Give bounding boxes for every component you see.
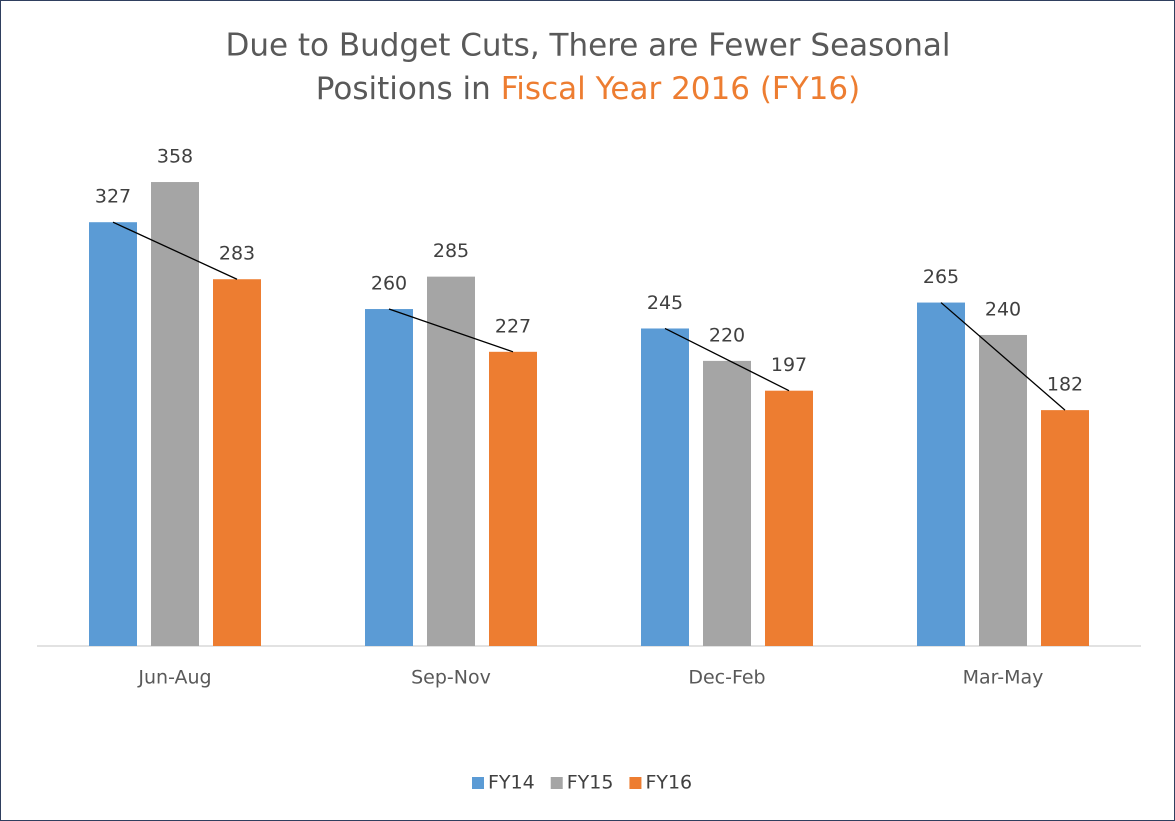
data-label: 197	[771, 354, 807, 376]
bar	[703, 360, 751, 646]
bar	[489, 351, 537, 646]
bar	[979, 334, 1027, 646]
x-tick-label: Dec-Feb	[688, 667, 765, 689]
data-label: 240	[985, 298, 1021, 320]
legend-swatch	[550, 777, 563, 789]
bar	[641, 328, 689, 646]
data-label: 182	[1047, 374, 1083, 396]
trend-line	[664, 327, 790, 392]
x-tick-label: Mar-May	[963, 667, 1044, 689]
title-highlight: Fiscal Year 2016 (FY16)	[501, 71, 860, 107]
trend-line	[388, 308, 514, 353]
data-label: 283	[219, 243, 255, 265]
bar	[89, 222, 137, 646]
legend-swatch	[472, 777, 484, 789]
data-label: 327	[95, 186, 131, 208]
bar	[213, 279, 261, 646]
legend-label: FY14	[488, 772, 535, 794]
chart-title-line2: Positions in Fiscal Year 2016 (FY16)	[316, 71, 860, 107]
bar	[1041, 410, 1089, 646]
data-label: 265	[923, 266, 959, 288]
title-text: Positions in	[316, 71, 491, 107]
legend-label: FY16	[645, 772, 692, 794]
chart-title: Due to Budget Cuts, There are Fewer Seas…	[225, 28, 950, 64]
bar	[765, 390, 813, 646]
bar	[151, 182, 199, 647]
legend-swatch	[629, 777, 642, 789]
data-label: 358	[157, 146, 193, 168]
trend-line	[940, 302, 1066, 411]
bar	[427, 276, 475, 646]
data-label: 285	[433, 240, 469, 262]
trend-line	[112, 221, 238, 280]
bar	[365, 309, 413, 646]
legend-label: FY15	[567, 772, 614, 794]
data-label: 245	[647, 292, 683, 314]
data-label: 220	[709, 324, 745, 346]
data-label: 227	[495, 315, 531, 337]
data-label: 260	[371, 273, 407, 295]
bar	[917, 302, 965, 646]
x-tick-label: Sep-Nov	[411, 667, 491, 689]
x-tick-label: Jun-Aug	[137, 667, 211, 689]
